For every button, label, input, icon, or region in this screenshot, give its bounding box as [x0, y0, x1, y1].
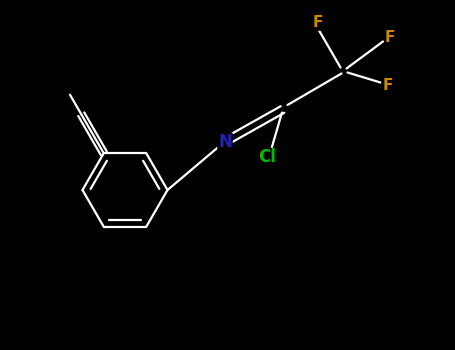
Text: F: F	[382, 77, 393, 92]
Text: F: F	[385, 30, 395, 45]
Text: N: N	[218, 133, 232, 152]
Text: Cl: Cl	[258, 148, 277, 167]
Text: F: F	[312, 15, 323, 30]
